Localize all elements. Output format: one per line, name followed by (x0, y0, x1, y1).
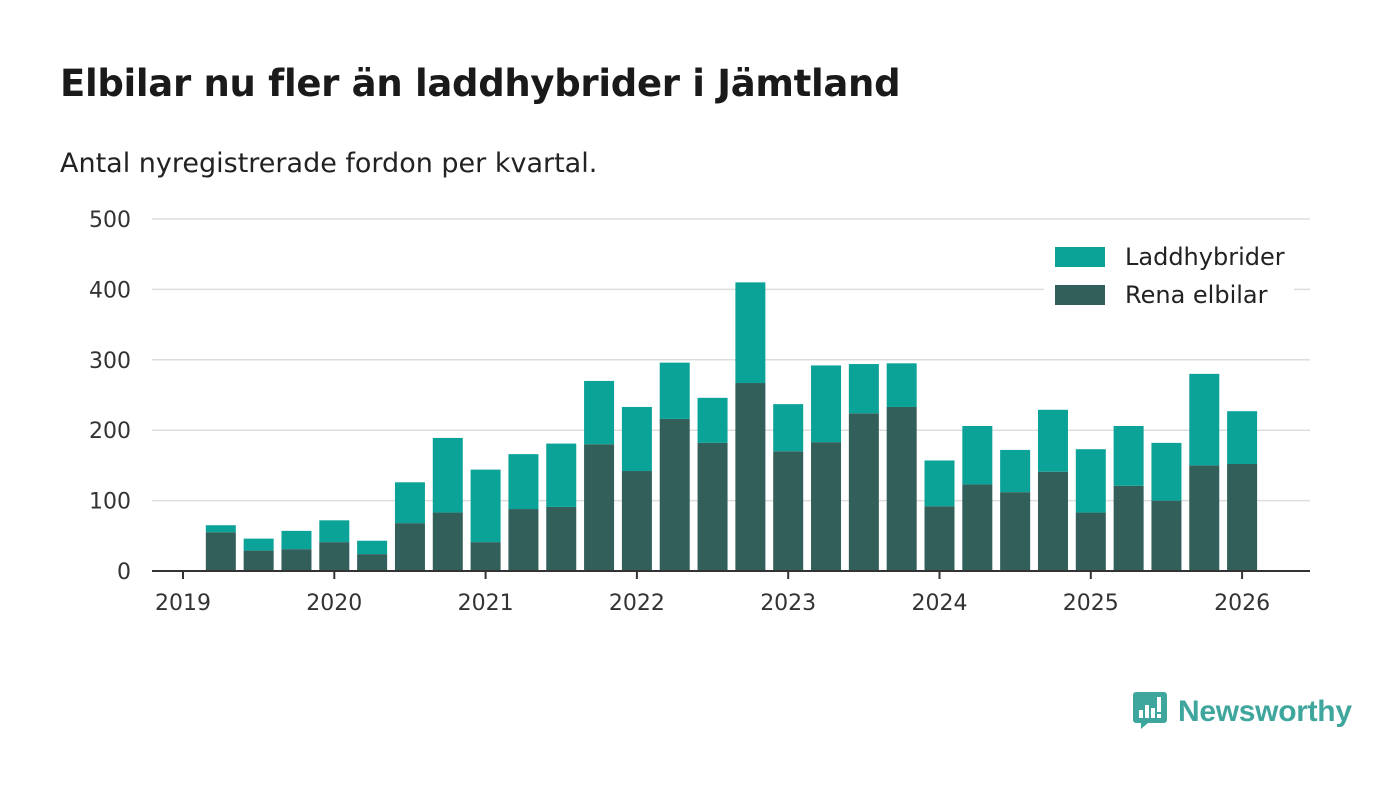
bar-laddhybrider (1189, 373, 1220, 466)
y-tick-label: 300 (89, 349, 131, 374)
bar-rena-elbilar (243, 550, 274, 571)
bar-rena-elbilar (886, 406, 917, 571)
bar-rena-elbilar (1151, 500, 1182, 571)
chart-subtitle: Antal nyregistrerade fordon per kvartal. (60, 148, 598, 179)
bar-laddhybrider (394, 482, 425, 524)
y-tick-label: 100 (89, 490, 131, 515)
bar-laddhybrider (924, 460, 955, 507)
bar-rena-elbilar (735, 383, 766, 571)
bar-rena-elbilar (584, 444, 615, 571)
bar-rena-elbilar (848, 413, 879, 571)
bar-rena-elbilar (621, 471, 652, 571)
bar-rena-elbilar (773, 451, 804, 571)
bar-rena-elbilar (962, 484, 993, 571)
y-tick-label: 200 (89, 419, 131, 444)
bar-laddhybrider (584, 380, 615, 445)
bar-laddhybrider (962, 425, 993, 485)
legend: Laddhybrider Rena elbilar (1044, 238, 1294, 316)
x-tick-label: 2024 (912, 591, 968, 616)
bar-laddhybrider (735, 282, 766, 384)
bar-rena-elbilar (1037, 471, 1068, 571)
x-tick-label: 2023 (760, 591, 816, 616)
bar-laddhybrider (1227, 411, 1258, 464)
x-tick-label: 2021 (458, 591, 514, 616)
legend-swatch (1055, 247, 1105, 267)
bar-laddhybrider (697, 397, 728, 443)
bar-rena-elbilar (659, 418, 690, 571)
bar-laddhybrider (811, 365, 842, 443)
newsworthy-logo-icon (1132, 690, 1168, 734)
bar-laddhybrider (546, 443, 577, 507)
bar-rena-elbilar (1227, 463, 1258, 571)
bar-laddhybrider (1151, 442, 1182, 501)
bar-laddhybrider (1075, 449, 1106, 513)
bar-laddhybrider (205, 525, 236, 533)
brand-name: Newsworthy (1178, 695, 1352, 728)
bar-laddhybrider (773, 404, 804, 452)
bar-laddhybrider (1000, 449, 1031, 493)
bar-rena-elbilar (319, 542, 350, 571)
bar-rena-elbilar (470, 542, 501, 571)
bar-laddhybrider (281, 530, 312, 550)
y-tick-label: 0 (117, 560, 131, 585)
y-tick-label: 400 (89, 278, 131, 303)
x-tick-label: 2019 (155, 591, 211, 616)
bar-rena-elbilar (924, 506, 955, 571)
bar-laddhybrider (621, 406, 652, 472)
legend-label: Rena elbilar (1125, 281, 1268, 309)
bar-rena-elbilar (811, 442, 842, 571)
bar-rena-elbilar (281, 549, 312, 571)
x-tick-label: 2025 (1063, 591, 1119, 616)
x-axis: 2019 2020 2021 2022 2023 2024 2025 2026 (152, 570, 1310, 616)
bar-rena-elbilar (1075, 512, 1106, 571)
bar-laddhybrider (243, 538, 274, 551)
bar-laddhybrider (432, 437, 463, 513)
bar-rena-elbilar (508, 509, 539, 571)
bar-laddhybrider (886, 363, 917, 407)
bar-rena-elbilar (205, 532, 236, 571)
bar-rena-elbilar (432, 512, 463, 571)
brand-logo: Newsworthy (1132, 690, 1352, 734)
y-axis-ticks: 0 100 200 300 400 500 (89, 208, 131, 585)
bar-rena-elbilar (546, 506, 577, 571)
bar-laddhybrider (470, 469, 501, 543)
bar-rena-elbilar (394, 523, 425, 571)
bar-laddhybrider (1113, 425, 1144, 486)
chart-title: Elbilar nu fler än laddhybrider i Jämtla… (60, 62, 901, 105)
bar-rena-elbilar (1000, 492, 1031, 571)
legend-swatch (1055, 285, 1105, 305)
bar-laddhybrider (508, 454, 539, 510)
bar-rena-elbilar (697, 442, 728, 571)
legend-label: Laddhybrider (1125, 243, 1285, 271)
x-tick-label: 2020 (306, 591, 362, 616)
bar-rena-elbilar (1189, 465, 1220, 571)
x-tick-label: 2022 (609, 591, 665, 616)
y-tick-label: 500 (89, 208, 131, 233)
bar-laddhybrider (357, 540, 388, 555)
bar-laddhybrider (1037, 409, 1068, 472)
x-tick-label: 2026 (1214, 591, 1270, 616)
bar-laddhybrider (659, 362, 690, 419)
bar-rena-elbilar (357, 554, 388, 571)
bar-rena-elbilar (1113, 485, 1144, 571)
bars (205, 282, 1258, 571)
bar-laddhybrider (848, 364, 879, 414)
bar-laddhybrider (319, 520, 350, 543)
